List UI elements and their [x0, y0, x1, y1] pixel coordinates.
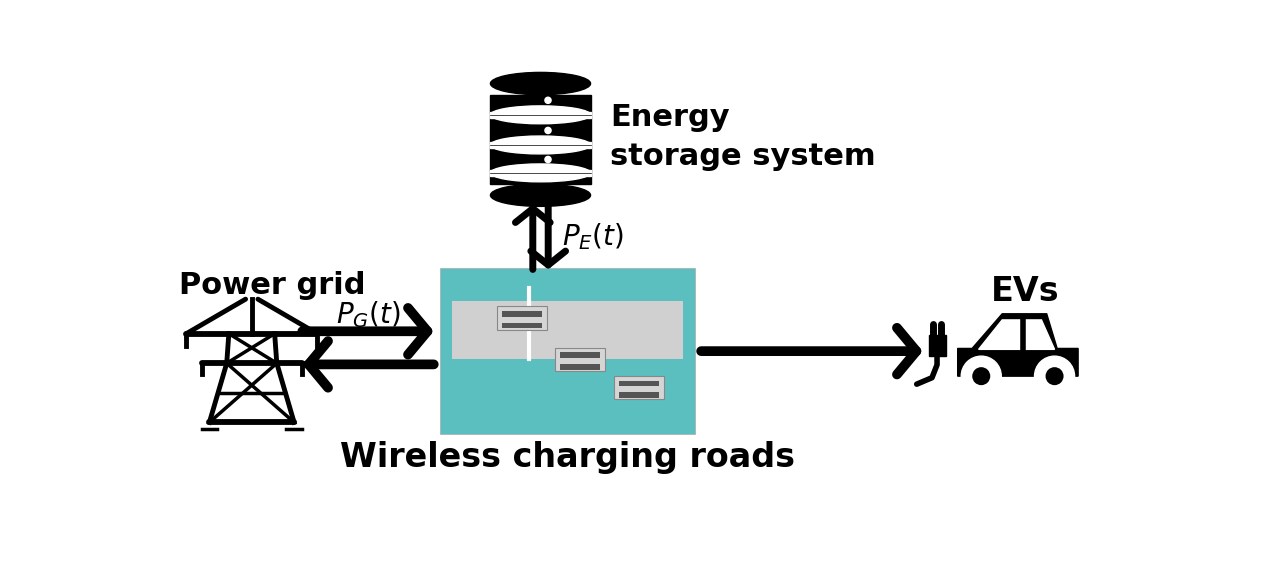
Ellipse shape: [490, 106, 590, 124]
Circle shape: [545, 156, 552, 162]
Circle shape: [973, 367, 991, 385]
Ellipse shape: [490, 184, 590, 206]
Circle shape: [545, 127, 552, 133]
Bar: [452, 302, 684, 360]
Bar: [502, 311, 541, 317]
Circle shape: [1046, 367, 1064, 385]
Text: Energy: Energy: [609, 103, 730, 132]
Bar: [490, 170, 590, 176]
Bar: [618, 392, 659, 398]
Circle shape: [545, 97, 552, 103]
Text: $P_G(t)$: $P_G(t)$: [335, 299, 401, 330]
Bar: [490, 95, 590, 184]
Text: Power grid: Power grid: [179, 271, 365, 300]
Bar: [490, 142, 590, 148]
Text: storage system: storage system: [609, 141, 876, 170]
Ellipse shape: [490, 72, 590, 95]
Bar: [497, 307, 547, 329]
Ellipse shape: [490, 164, 590, 182]
Text: EVs: EVs: [991, 275, 1060, 308]
Bar: [440, 268, 695, 434]
Polygon shape: [979, 320, 1055, 349]
Bar: [502, 323, 541, 328]
Bar: [561, 353, 600, 358]
Bar: [618, 381, 659, 386]
Ellipse shape: [490, 136, 590, 154]
Polygon shape: [957, 314, 1078, 376]
Text: Wireless charging roads: Wireless charging roads: [340, 441, 795, 474]
Circle shape: [961, 356, 1001, 396]
Circle shape: [1034, 356, 1075, 396]
Bar: [490, 112, 590, 118]
Bar: [613, 376, 663, 399]
Bar: [556, 348, 605, 371]
Text: $P_E(t)$: $P_E(t)$: [562, 222, 623, 252]
Bar: [561, 364, 600, 370]
Bar: [928, 335, 946, 356]
